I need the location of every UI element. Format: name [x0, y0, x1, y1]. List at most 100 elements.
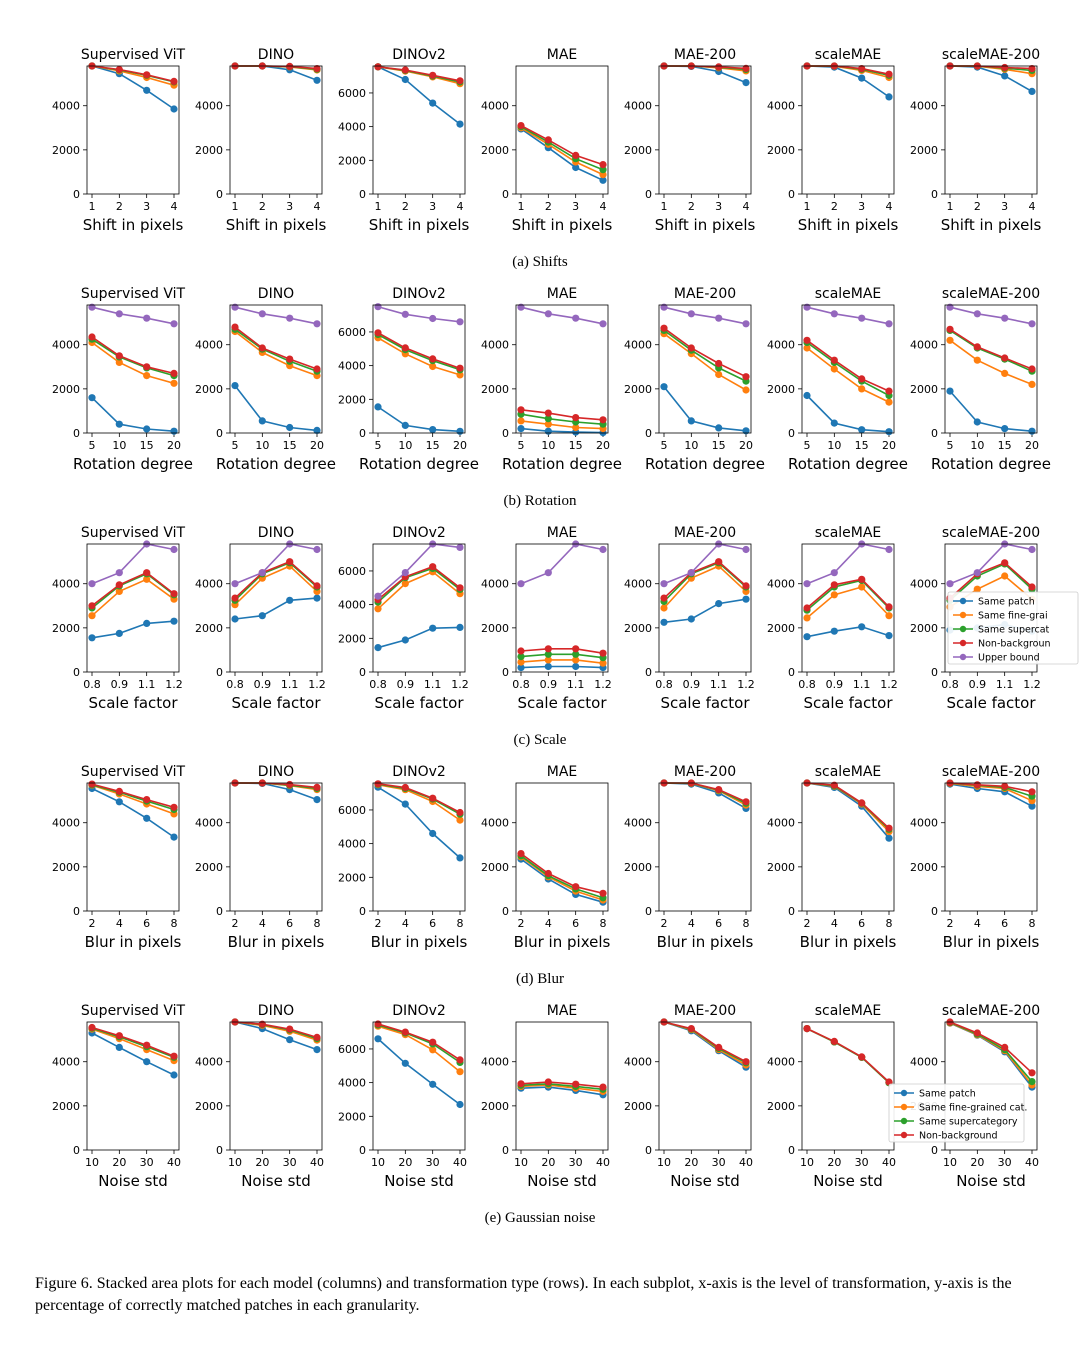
subplot-title: MAE-200: [674, 1003, 736, 1019]
series-line-non_bg: [949, 328, 1033, 370]
data-point-upper: [1028, 545, 1036, 554]
data-point-non_bg: [544, 409, 552, 417]
data-point-non_bg: [885, 70, 893, 78]
plot-frame: [86, 782, 180, 912]
data-point-non_bg: [572, 414, 580, 422]
x-tick-label: 20: [827, 1156, 841, 1169]
data-point-upper: [170, 320, 178, 328]
series-line-same_fine: [377, 337, 461, 376]
y-tick-label: 4000: [910, 578, 938, 591]
subplot-title: scaleMAE-200: [942, 764, 1040, 780]
data-point-same_fine: [429, 1046, 437, 1054]
data-point-same_patch: [115, 420, 123, 428]
y-tick-label: 0: [73, 188, 80, 201]
y-tick-label: 6000: [338, 1043, 366, 1056]
series-line-non_bg: [520, 409, 604, 421]
plot-frame: [515, 65, 609, 195]
series-line-upper: [520, 543, 604, 585]
series-line-same_super: [234, 328, 318, 372]
series-line-same_patch: [91, 1032, 175, 1076]
y-tick-label: 0: [359, 1144, 366, 1157]
subplot-4-7: scaleMAE-200 0 2000 4000 2 4 6 8 Blur in pixels: [910, 764, 1040, 951]
x-axis-label: Scale factor: [803, 694, 893, 712]
y-tick-label: 0: [359, 188, 366, 201]
subplot-title: scaleMAE: [815, 47, 882, 63]
data-point-same_patch: [115, 629, 123, 638]
x-tick-label: 3: [143, 200, 150, 213]
x-tick-label: 0.9: [826, 678, 844, 691]
series-line-same_fine: [806, 347, 890, 403]
y-tick-label: 2000: [195, 622, 223, 635]
y-tick-label: 4000: [767, 339, 795, 352]
data-point-non_bg: [88, 333, 96, 341]
data-point-same_patch: [885, 93, 893, 101]
data-point-same_patch: [313, 426, 321, 434]
y-tick-label: 0: [216, 427, 223, 440]
series-line-same_fine: [91, 1028, 175, 1062]
y-tick-label: 4000: [338, 599, 366, 612]
plot-frame: [515, 1021, 609, 1151]
series-line-non_bg: [377, 66, 461, 82]
series-line-same_patch: [520, 858, 604, 903]
x-axis-label: Shift in pixels: [512, 216, 613, 234]
series-line-non_bg: [234, 326, 318, 370]
x-axis-label: Noise std: [241, 1172, 311, 1190]
y-tick-label: 2000: [52, 383, 80, 396]
data-point-upper: [286, 314, 294, 322]
data-point-same_patch: [660, 618, 668, 626]
x-axis-label: Blur in pixels: [800, 933, 897, 951]
subplot-2-7: scaleMAE-200 0 2000 4000 5 10 15 20 Rotation deg…: [910, 286, 1051, 473]
y-tick-label: 0: [931, 1144, 938, 1157]
x-tick-label: 40: [739, 1156, 753, 1169]
data-point-non_bg: [858, 799, 866, 807]
y-tick-label: 4000: [910, 817, 938, 830]
data-point-non_bg: [687, 1025, 695, 1033]
data-point-same_patch: [572, 662, 580, 671]
x-axis-label: Shift in pixels: [655, 216, 756, 234]
row-caption: (d) Blur: [516, 971, 564, 987]
plot-frame: [658, 782, 752, 912]
data-point-same_fine: [830, 591, 838, 599]
series-line-same_super: [91, 1027, 175, 1059]
plot-frame: [229, 304, 323, 434]
y-tick-label: 2000: [195, 861, 223, 874]
y-tick-label: 2000: [481, 861, 509, 874]
series-line-same_patch: [663, 386, 747, 432]
y-tick-label: 2000: [481, 383, 509, 396]
data-point-non_bg: [88, 780, 96, 788]
series-line-same_patch: [806, 625, 890, 638]
y-tick-label: 4000: [338, 1077, 366, 1090]
y-tick-label: 2000: [52, 622, 80, 635]
y-tick-label: 2000: [195, 144, 223, 157]
legend-marker-same_patch: [900, 1089, 908, 1097]
data-point-same_patch: [544, 662, 552, 671]
data-point-non_bg: [572, 645, 580, 653]
data-point-non_bg: [1001, 354, 1009, 362]
subplot-3-7: scaleMAE-200 0 2000 4000 0.8 0.9 1.1 1.2 Scale f…: [910, 525, 1079, 712]
y-tick-label: 0: [645, 427, 652, 440]
data-point-non_bg: [599, 649, 607, 657]
data-point-same_patch: [456, 120, 464, 128]
data-point-same_fine: [742, 386, 750, 394]
data-point-non_bg: [715, 359, 723, 368]
x-tick-label: 20: [310, 439, 324, 452]
series-line-upper: [91, 306, 175, 325]
data-point-non_bg: [231, 323, 239, 331]
y-tick-label: 2000: [767, 144, 795, 157]
series-line-same_patch: [806, 65, 890, 98]
x-tick-label: 5: [232, 439, 239, 452]
y-tick-label: 0: [931, 427, 938, 440]
x-tick-label: 40: [882, 1156, 896, 1169]
x-tick-label: 0.9: [397, 678, 415, 691]
x-tick-label: 5: [89, 439, 96, 452]
x-tick-label: 1.2: [880, 678, 898, 691]
series-line-same_patch: [377, 786, 461, 859]
subplot-title: DINOv2: [392, 47, 446, 63]
y-tick-label: 2000: [910, 144, 938, 157]
x-tick-label: 4: [402, 917, 409, 930]
series-line-same_patch: [520, 665, 604, 669]
data-point-upper: [973, 569, 981, 577]
data-point-same_patch: [973, 418, 981, 426]
data-point-same_patch: [313, 1046, 321, 1054]
data-point-same_patch: [313, 594, 321, 602]
